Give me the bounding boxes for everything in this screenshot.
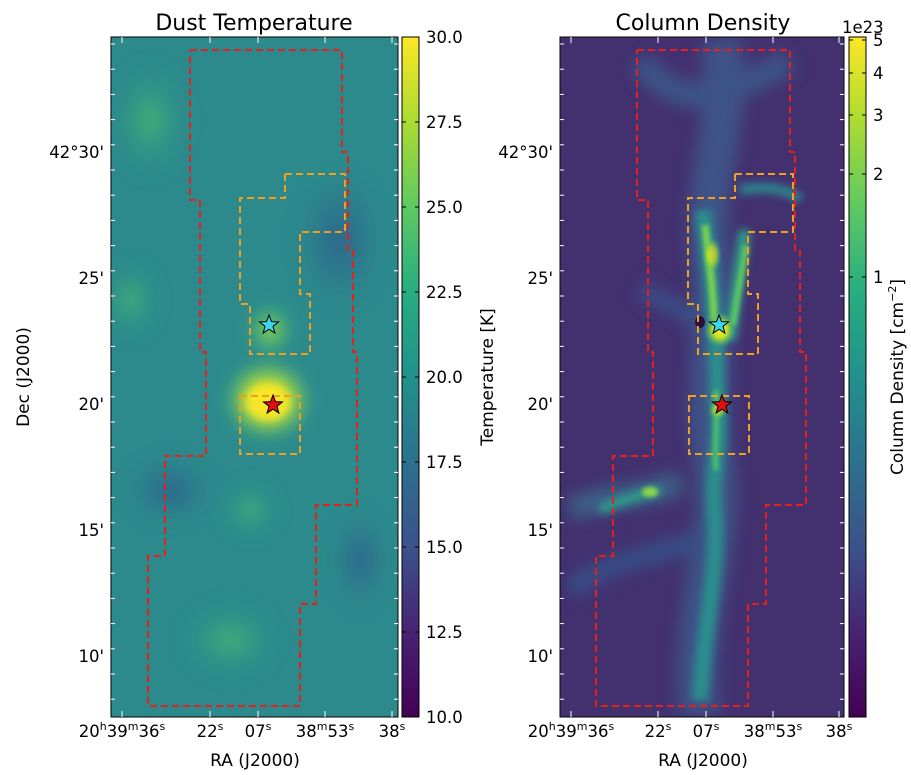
cbar-tick-label: 4: [873, 64, 884, 83]
x-tick-label: 38s: [379, 720, 406, 741]
cbar-tick-label: 20.0: [426, 368, 463, 387]
cbar-tick-label: 10.0: [426, 708, 463, 727]
x-tick-label: 38m53s: [744, 720, 803, 741]
x-tick-label: 38m53s: [296, 720, 355, 741]
cbar-tick-label: 3: [873, 106, 884, 125]
x-axis-label-left: RA (J2000): [210, 751, 300, 771]
x-tick-label: 07s: [245, 720, 272, 741]
x-tick-label: 20h39m36s: [79, 720, 166, 741]
x-tick-label: 20h39m36s: [528, 720, 615, 741]
cbar-tick-label: 12.5: [426, 623, 463, 642]
red-star-right: [711, 393, 733, 415]
left-cbar-ticks: [402, 36, 419, 718]
y-tick-label: 20': [527, 395, 553, 414]
right-cbar-ticks: [849, 39, 866, 278]
x-tick-label: 22s: [197, 720, 224, 741]
y-tick-label: 20': [78, 395, 104, 414]
column-density-map: Column Density: [498, 11, 908, 771]
cbar-tick-label: 5: [873, 31, 884, 50]
outer-region-left: [147, 49, 358, 707]
right-panel-title: Column Density: [616, 11, 791, 36]
outer-region-right: [595, 49, 807, 707]
left-ticks: [111, 37, 398, 717]
cbar-scale-factor: 1e23: [842, 18, 884, 37]
left-panel-title: Dust Temperature: [155, 11, 352, 36]
temperature-colorbar: 30.0 27.5 25.0 22.5 20.0 17.5 15.0 12.5 …: [401, 28, 498, 727]
inner-region-lower-left: [239, 395, 301, 455]
y-tick-label: 15': [527, 521, 553, 540]
cbar-tick-label: 15.0: [426, 538, 463, 557]
y-tick-label: 10': [78, 647, 104, 666]
cyan-star-left: [258, 313, 280, 335]
inner-region-upper-left: [239, 173, 346, 355]
y-tick-label: 42°30': [498, 143, 553, 162]
temperature-colorbar-label: Temperature [K]: [478, 308, 498, 447]
inner-region-upper-right: [687, 173, 794, 355]
red-star-left: [262, 393, 284, 415]
y-axis-label: Dec (J2000): [14, 327, 34, 427]
cbar-tick-label: 1: [873, 268, 884, 287]
right-ticks: [560, 37, 844, 717]
x-axis-label-right: RA (J2000): [658, 751, 748, 771]
x-tick-label: 07s: [693, 720, 720, 741]
cbar-tick-label: 25.0: [426, 198, 463, 217]
y-tick-label: 10': [527, 647, 553, 666]
cbar-tick-label: 30.0: [426, 28, 463, 47]
cbar-tick-label: 2: [873, 165, 884, 184]
column-density-colorbar-label: Column Density [cm−2]: [886, 279, 908, 475]
cbar-tick-label: 17.5: [426, 453, 463, 472]
inner-region-lower-right: [688, 395, 750, 455]
temperature-map: Dust Temperature 42°30': [14, 11, 498, 771]
cyan-star-right: [708, 313, 730, 335]
column-density-colorbar: 1e23 5 4 3 2 1 Column Density [cm−2]: [842, 18, 908, 718]
cbar-tick-label: 27.5: [426, 113, 463, 132]
cbar-tick-label: 22.5: [426, 283, 463, 302]
y-tick-label: 15': [78, 521, 104, 540]
y-tick-label: 25': [78, 269, 104, 288]
x-tick-label: 38s: [826, 720, 853, 741]
y-tick-label: 42°30': [49, 143, 104, 162]
x-tick-label: 22s: [645, 720, 672, 741]
y-tick-label: 25': [527, 269, 553, 288]
